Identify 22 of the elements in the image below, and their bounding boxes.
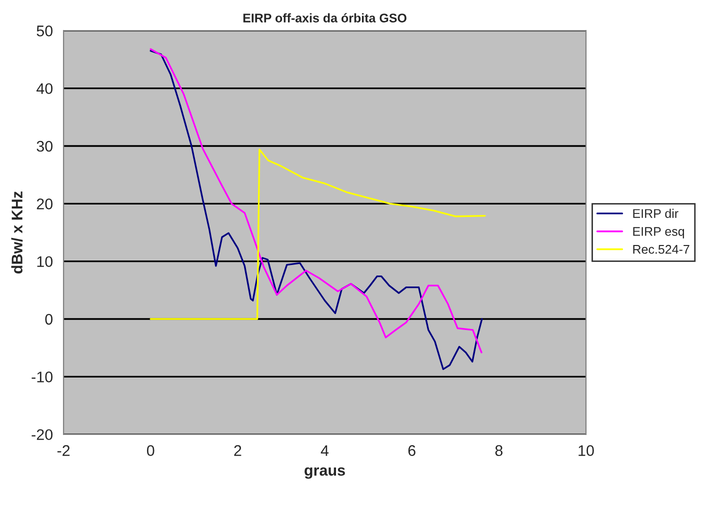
legend-label: EIRP esq [633,227,684,238]
y-tick-label: 10 [37,256,53,268]
x-tick-label: 8 [495,445,502,456]
line-series [150,148,486,320]
y-tick-label: 20 [36,198,53,210]
x-axis-title: graus [304,467,345,479]
y-tick-label: 50 [36,26,53,36]
y-tick-label: 40 [36,83,53,94]
legend-label: EIRP dir [633,208,678,218]
x-tick-label: 10 [578,445,594,456]
x-tick-label: 4 [320,445,329,456]
y-tick-label: -10 [32,372,53,382]
y-axis-title: dBw/ x KHz [11,191,23,274]
x-tick-label: 6 [408,445,416,456]
x-tick-label: 2 [234,445,242,456]
y-tick-label: 30 [36,140,53,152]
chart-title: EIRP off-axis da órbita GSO [243,13,406,22]
legend-label: Rec.524-7 [633,244,690,254]
y-tick-label: 0 [45,314,53,325]
y-tick-label: -20 [32,429,53,440]
x-tick-label: -2 [57,445,70,456]
x-tick-label: 0 [146,445,154,456]
